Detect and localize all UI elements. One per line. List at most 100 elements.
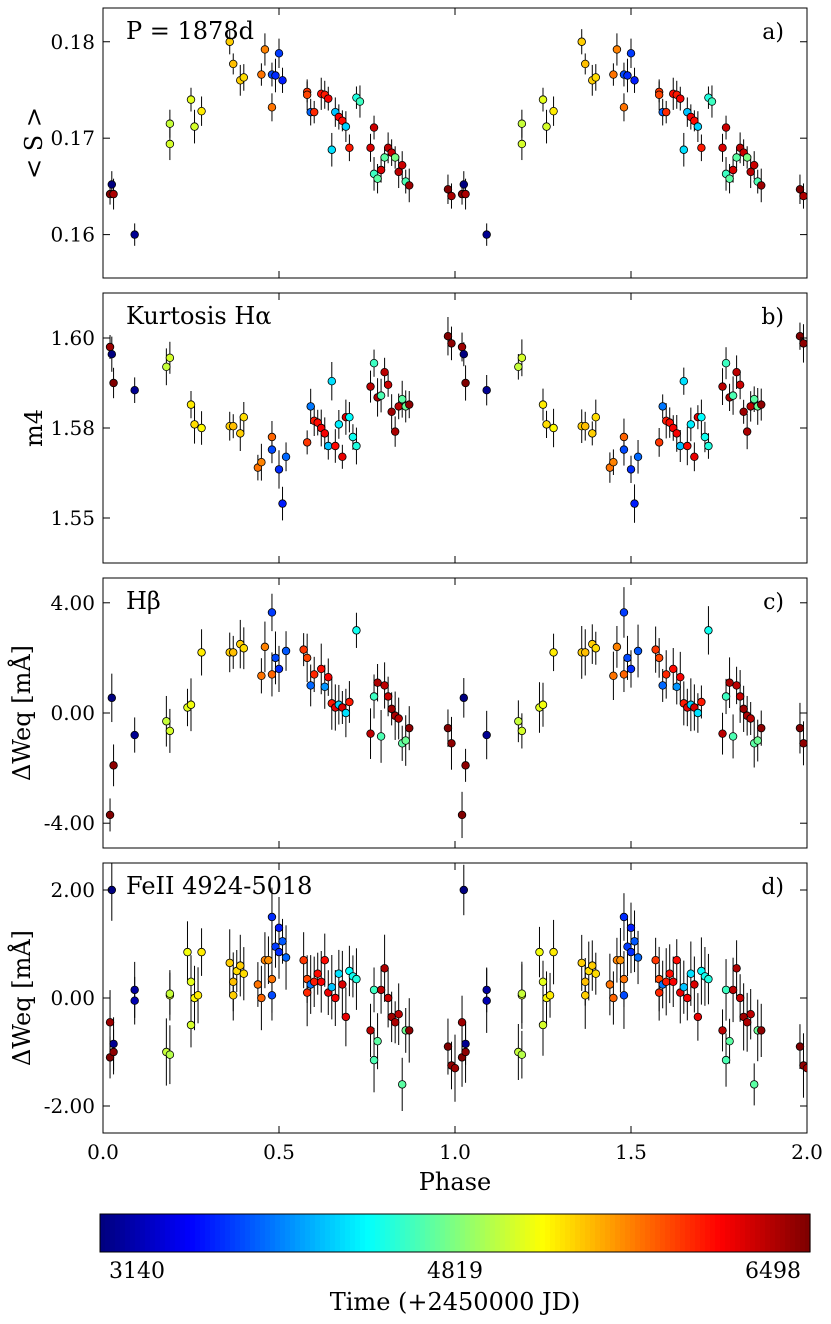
colorbar-segment bbox=[320, 1214, 326, 1252]
data-point bbox=[239, 73, 248, 82]
data-point bbox=[130, 985, 139, 995]
data-point bbox=[725, 1036, 734, 1046]
colorbar-segment bbox=[545, 1214, 551, 1252]
data-point bbox=[517, 119, 527, 128]
data-point bbox=[757, 723, 766, 733]
colorbar-segment bbox=[125, 1214, 131, 1252]
colorbar-segment bbox=[350, 1214, 356, 1252]
colorbar-segment bbox=[585, 1214, 591, 1252]
data-point bbox=[390, 427, 400, 436]
data-point bbox=[310, 107, 319, 117]
data-point bbox=[327, 983, 336, 992]
data-point bbox=[274, 49, 284, 58]
data-point bbox=[197, 947, 206, 957]
colorbar-segment bbox=[185, 1214, 191, 1252]
colorbar-segment bbox=[395, 1214, 401, 1252]
data-point bbox=[267, 991, 277, 1000]
colorbar-segment bbox=[160, 1214, 166, 1252]
colorbar-segment bbox=[755, 1214, 761, 1252]
data-point bbox=[612, 45, 622, 54]
data-point bbox=[443, 185, 453, 194]
data-point bbox=[799, 739, 807, 748]
panel-letter: c) bbox=[763, 590, 784, 615]
colorbar-segment bbox=[135, 1214, 141, 1252]
data-point bbox=[799, 191, 807, 201]
data-point bbox=[352, 626, 361, 635]
data-point bbox=[746, 714, 755, 723]
data-point bbox=[405, 181, 414, 190]
data-point bbox=[376, 391, 386, 400]
colorbar-segment bbox=[470, 1214, 476, 1252]
data-point bbox=[348, 432, 358, 442]
data-point bbox=[697, 413, 706, 422]
colorbar-segment bbox=[765, 1214, 771, 1252]
data-point bbox=[535, 947, 544, 957]
data-point bbox=[341, 122, 351, 131]
data-point bbox=[183, 947, 192, 957]
data-point bbox=[331, 993, 340, 1003]
data-point bbox=[387, 407, 396, 416]
axis-ticks: 0.16 0.17 0.18 bbox=[50, 8, 808, 278]
data-point bbox=[517, 1050, 527, 1059]
data-markers bbox=[105, 317, 807, 523]
colorbar-segment bbox=[655, 1214, 661, 1252]
colorbar-segment bbox=[490, 1214, 496, 1252]
data-point bbox=[616, 956, 625, 965]
colorbar-segment bbox=[685, 1214, 691, 1252]
colorbar-segment bbox=[235, 1214, 241, 1252]
data-point bbox=[461, 189, 470, 199]
colorbar-segment bbox=[420, 1214, 426, 1252]
panel-c-hbeta: -4.00 0.00 4.00 Hβ c) ΔWeq [mÅ] bbox=[7, 577, 808, 849]
colorbar-segment bbox=[155, 1214, 161, 1252]
colorbar-segment bbox=[680, 1214, 686, 1252]
panel-title: Kurtosis Hα bbox=[126, 302, 272, 330]
y-tick-label: 0.16 bbox=[50, 223, 95, 247]
colorbar-segment bbox=[110, 1214, 116, 1252]
colorbar-segment bbox=[265, 1214, 271, 1252]
colorbar-segment bbox=[215, 1214, 221, 1252]
colorbar-segment bbox=[530, 1214, 536, 1252]
data-point bbox=[654, 90, 664, 99]
colorbar-segment bbox=[405, 1214, 411, 1252]
colorbar-segment bbox=[175, 1214, 181, 1252]
data-point bbox=[669, 664, 678, 674]
colorbar-segment bbox=[205, 1214, 211, 1252]
data-point bbox=[750, 1080, 759, 1089]
colorbar-segment bbox=[315, 1214, 321, 1252]
data-point bbox=[373, 678, 382, 687]
data-point bbox=[369, 123, 379, 132]
data-point bbox=[700, 432, 710, 442]
data-point bbox=[697, 143, 706, 153]
data-point bbox=[577, 958, 586, 968]
data-point bbox=[352, 974, 361, 984]
data-point bbox=[757, 400, 766, 409]
data-point bbox=[735, 380, 745, 389]
data-point bbox=[517, 139, 527, 149]
data-markers bbox=[105, 29, 807, 246]
data-point bbox=[626, 465, 636, 474]
y-tick-label: 1.55 bbox=[50, 506, 95, 530]
data-point bbox=[320, 429, 329, 438]
data-point bbox=[732, 681, 741, 690]
data-point bbox=[679, 377, 688, 386]
x-tick-label: 0.5 bbox=[263, 1140, 295, 1164]
data-point bbox=[591, 73, 600, 82]
data-point bbox=[373, 1036, 382, 1046]
y-tick-label: 0.17 bbox=[50, 126, 95, 150]
data-point bbox=[728, 391, 738, 400]
data-point bbox=[394, 714, 403, 723]
y-tick-label: 4.00 bbox=[50, 591, 95, 615]
data-point bbox=[186, 977, 196, 986]
panel-title: P = 1878d bbox=[126, 17, 254, 45]
colorbar-segment bbox=[630, 1214, 636, 1252]
data-point bbox=[672, 682, 681, 692]
data-point bbox=[162, 362, 171, 371]
data-point bbox=[679, 983, 688, 992]
data-point bbox=[130, 230, 139, 239]
colorbar-tick-max: 6498 bbox=[745, 1259, 801, 1284]
x-tick-label: 0.0 bbox=[87, 1140, 119, 1164]
colorbar-segment bbox=[540, 1214, 546, 1252]
y-tick-label: 0.00 bbox=[50, 701, 95, 725]
colorbar-segment bbox=[365, 1214, 371, 1252]
colorbar-segment bbox=[380, 1214, 386, 1252]
